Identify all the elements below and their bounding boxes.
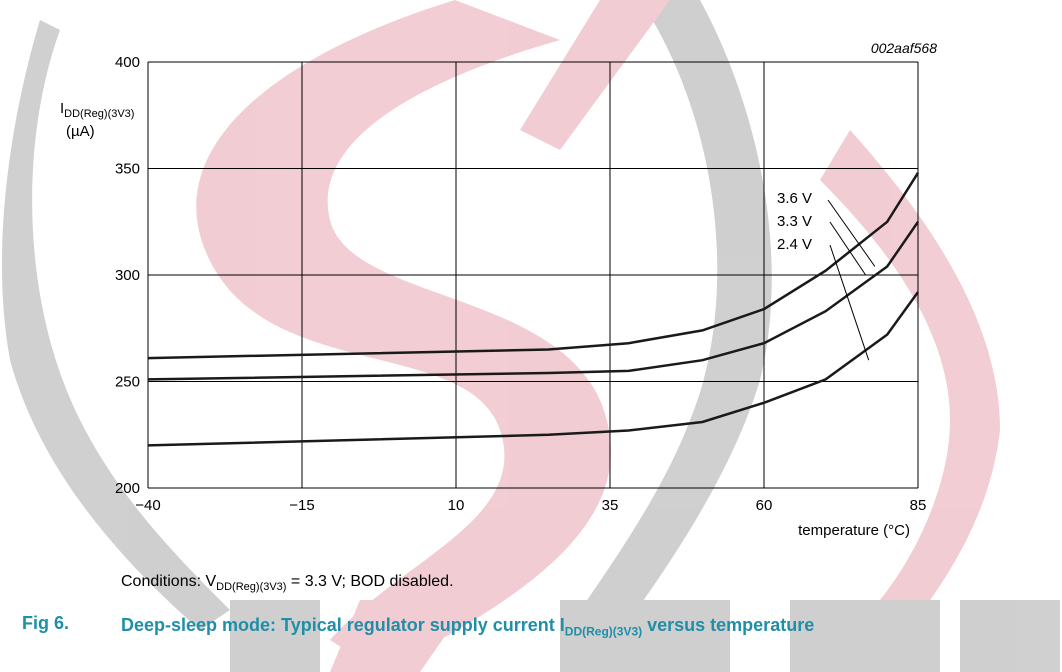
- y-tick-label: 250: [115, 374, 140, 391]
- y-axis-unit: (µA): [66, 123, 95, 140]
- figure-code: 002aaf568: [870, 40, 937, 56]
- x-tick-label: 10: [448, 497, 465, 514]
- x-tick-label: −15: [289, 497, 314, 514]
- watermark-shape-gray: [1, 20, 230, 630]
- x-axis-ticks: −40 −15 10 35 60 85: [135, 497, 926, 514]
- figure-caption: Deep-sleep mode: Typical regulator suppl…: [121, 613, 941, 644]
- series-line: [147, 291, 920, 447]
- series-leader-line: [829, 244, 870, 361]
- y-axis-label-main: I: [60, 100, 65, 117]
- watermark-shape-gray-2: [560, 0, 772, 660]
- x-tick-label: 85: [910, 497, 927, 514]
- watermark-bar-gray-4: [960, 600, 1060, 672]
- y-axis-ticks: 200 250 300 350 400: [115, 54, 140, 497]
- series-leader-line: [829, 221, 867, 276]
- conditions-text: Conditions: VDD(Reg)(3V3) = 3.3 V; BOD d…: [121, 573, 454, 593]
- grid-lines: [147, 61, 919, 489]
- y-axis-label-sub: DD(Reg)(3V3): [64, 108, 135, 120]
- x-tick-label: 35: [602, 497, 619, 514]
- conditions-prefix: Conditions: V: [121, 573, 217, 590]
- caption-post: versus temperature: [642, 615, 815, 635]
- x-axis-label: temperature (°C): [798, 522, 910, 539]
- figure-number: Fig 6.: [22, 613, 70, 633]
- watermark-bar-gray-3: [790, 600, 940, 672]
- watermark-bar-gray-2: [560, 600, 730, 672]
- conditions-suffix: = 3.3 V; BOD disabled.: [286, 573, 454, 590]
- series-labels: 3.6 V 3.3 V 2.4 V: [777, 190, 876, 361]
- series-lines: [147, 172, 920, 447]
- watermark-shape-red-4: [330, 600, 470, 672]
- series-line: [147, 172, 920, 360]
- series-label: 3.6 V: [777, 190, 812, 207]
- conditions-sub: DD(Reg)(3V3): [216, 581, 287, 594]
- series-leader-line: [827, 199, 876, 267]
- y-tick-label: 400: [115, 54, 140, 71]
- y-tick-label: 350: [115, 161, 140, 178]
- series-line: [147, 221, 920, 381]
- series-label: 3.3 V: [777, 213, 812, 230]
- y-tick-label: 300: [115, 267, 140, 284]
- x-tick-label: −40: [135, 497, 160, 514]
- caption-sub: DD(Reg)(3V3): [564, 624, 643, 639]
- watermark-bar-gray: [230, 600, 320, 672]
- watermark-shape-red-2: [820, 130, 1000, 640]
- watermark-shape-red-3: [520, 0, 670, 150]
- x-tick-label: 60: [756, 497, 773, 514]
- series-label: 2.4 V: [777, 236, 812, 253]
- y-tick-label: 200: [115, 480, 140, 497]
- caption-pre: Deep-sleep mode: Typical regulator suppl…: [121, 615, 565, 635]
- y-axis-label: IDD(Reg)(3V3) (µA): [60, 100, 134, 141]
